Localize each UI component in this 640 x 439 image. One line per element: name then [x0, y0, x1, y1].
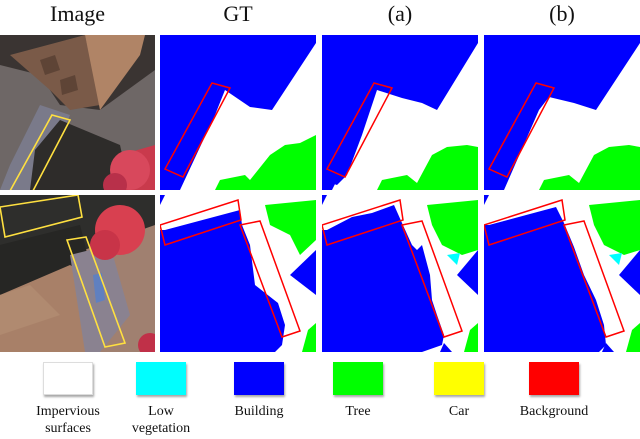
legend-label: Background	[519, 404, 589, 419]
row1-prediction-b	[484, 35, 640, 190]
legend-swatch-blue	[234, 362, 284, 395]
legend-swatch-white	[43, 362, 93, 395]
row2-prediction-a	[322, 195, 478, 352]
legend-item-low-vegetation: Low vegetation	[111, 362, 211, 437]
legend-label: Car	[448, 404, 470, 419]
legend-swatch-red	[529, 362, 579, 395]
legend-swatch-yellow	[434, 362, 484, 395]
car-highlight-box	[65, 236, 127, 348]
column-header-gt: GT	[223, 1, 253, 26]
row1-ground-truth	[160, 35, 316, 190]
column-header-b: (b)	[549, 1, 575, 26]
car-highlight-box	[0, 195, 83, 238]
row1-aerial-image	[0, 35, 155, 190]
legend-item-building: Building	[209, 362, 309, 420]
legend-label: surfaces	[45, 421, 91, 436]
row1-prediction-a	[322, 35, 478, 190]
legend-item-car: Car	[409, 362, 509, 420]
legend-item-background: Background	[504, 362, 604, 420]
legend-swatch-green	[333, 362, 383, 395]
legend-swatch-cyan	[136, 362, 186, 395]
legend-label: Impervious	[36, 404, 100, 419]
legend-label: Tree	[345, 404, 371, 419]
car-highlight-box	[9, 114, 72, 190]
row2-aerial-image	[0, 195, 155, 352]
legend-label: vegetation	[131, 421, 191, 436]
legend-item-impervious-surfaces: Impervious surfaces	[18, 362, 118, 437]
legend-label: Building	[234, 404, 284, 419]
legend-label: Low	[148, 404, 174, 419]
row2-prediction-b	[484, 195, 640, 352]
column-header-image: Image	[50, 1, 105, 26]
legend-item-tree: Tree	[308, 362, 408, 420]
row2-ground-truth	[160, 195, 316, 352]
column-header-a: (a)	[387, 1, 413, 26]
error-highlight-box	[163, 82, 232, 178]
